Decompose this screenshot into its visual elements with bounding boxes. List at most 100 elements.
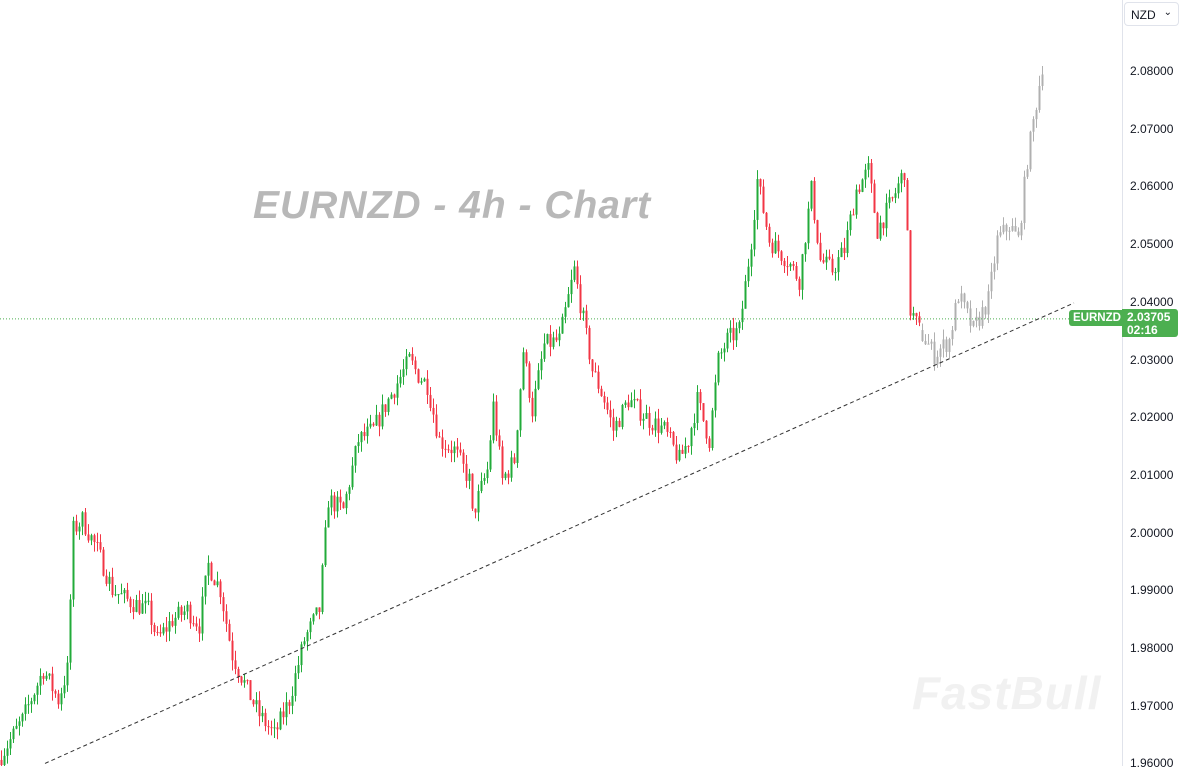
candle xyxy=(765,212,768,227)
candle xyxy=(345,493,348,509)
candle xyxy=(534,388,537,417)
candle xyxy=(492,401,495,441)
candle xyxy=(909,230,912,316)
candle xyxy=(789,263,792,267)
candle xyxy=(750,249,753,267)
candle xyxy=(678,449,681,461)
candle xyxy=(759,179,762,187)
projection-candle xyxy=(1041,74,1044,86)
candle xyxy=(645,413,648,419)
candle xyxy=(303,641,306,645)
candle xyxy=(513,457,516,463)
candle xyxy=(474,508,477,513)
projection-candle xyxy=(993,263,996,272)
candle xyxy=(498,435,501,447)
price-axis[interactable] xyxy=(1122,0,1184,766)
candle xyxy=(720,352,723,354)
price-tick: 2.04000 xyxy=(1130,294,1174,309)
candle xyxy=(435,414,438,437)
projection-candle xyxy=(999,232,1002,236)
candle xyxy=(846,230,849,254)
price-tick: 1.99000 xyxy=(1130,583,1174,598)
candle xyxy=(873,183,876,213)
candle xyxy=(456,446,459,450)
candle xyxy=(825,256,828,263)
candle xyxy=(162,627,165,634)
candle xyxy=(3,755,6,766)
candle xyxy=(756,179,759,220)
candle xyxy=(264,712,267,727)
candle xyxy=(396,383,399,398)
candle xyxy=(201,596,204,634)
candle xyxy=(276,727,279,730)
candle xyxy=(261,712,264,717)
candle xyxy=(450,449,453,454)
candle xyxy=(42,675,45,679)
candle xyxy=(273,727,276,729)
candle xyxy=(330,495,333,508)
projection-candle xyxy=(1014,225,1017,232)
price-tick: 2.02000 xyxy=(1130,410,1174,425)
candle xyxy=(531,397,534,417)
candle xyxy=(309,621,312,633)
candle xyxy=(612,417,615,431)
candle xyxy=(774,240,777,254)
current-price-value: 2.03705 xyxy=(1127,310,1171,324)
candle xyxy=(33,694,36,702)
candle xyxy=(177,606,180,618)
candle xyxy=(459,449,462,453)
candle xyxy=(630,400,633,408)
candle xyxy=(96,542,99,544)
candle xyxy=(156,631,159,633)
candle xyxy=(393,394,396,398)
projection-candle xyxy=(987,291,990,315)
price-tick: 1.98000 xyxy=(1130,641,1174,655)
candle xyxy=(672,432,675,445)
candle xyxy=(552,337,555,347)
projection-candle xyxy=(930,341,933,344)
candle xyxy=(477,490,480,513)
candle xyxy=(84,512,87,535)
price-tick: 2.08000 xyxy=(1130,64,1174,78)
candle xyxy=(642,418,645,421)
candle xyxy=(183,611,186,615)
candle xyxy=(141,603,144,614)
trendline[interactable] xyxy=(44,302,1075,764)
projection-candle xyxy=(924,340,927,345)
candle xyxy=(741,308,744,323)
candle xyxy=(267,726,270,728)
candle xyxy=(900,173,903,184)
candle xyxy=(255,700,258,705)
candle xyxy=(399,376,402,384)
projection-candle xyxy=(1005,224,1008,232)
candle xyxy=(348,487,351,494)
candle xyxy=(444,448,447,450)
candle xyxy=(132,607,135,612)
candle xyxy=(471,473,474,509)
candle xyxy=(27,704,30,706)
candle xyxy=(48,673,51,676)
candle xyxy=(369,423,372,427)
projection-candle xyxy=(927,343,930,345)
candle xyxy=(660,425,663,433)
candle xyxy=(879,222,882,239)
candle xyxy=(375,414,378,426)
candle xyxy=(258,700,261,717)
candle xyxy=(744,281,747,309)
candle xyxy=(249,680,252,701)
candle xyxy=(675,444,678,461)
candle xyxy=(627,402,630,408)
candle xyxy=(405,356,408,370)
projection-candle xyxy=(978,316,981,326)
currency-select[interactable]: NZD ⌄ xyxy=(1124,2,1179,26)
candle xyxy=(468,473,471,481)
candle xyxy=(342,502,345,509)
projection-candle xyxy=(954,303,957,331)
candle xyxy=(564,307,567,317)
candle xyxy=(447,449,450,451)
candle xyxy=(540,358,543,371)
price-tick: 2.03000 xyxy=(1130,352,1174,367)
candle xyxy=(18,721,21,726)
candle xyxy=(663,422,666,426)
